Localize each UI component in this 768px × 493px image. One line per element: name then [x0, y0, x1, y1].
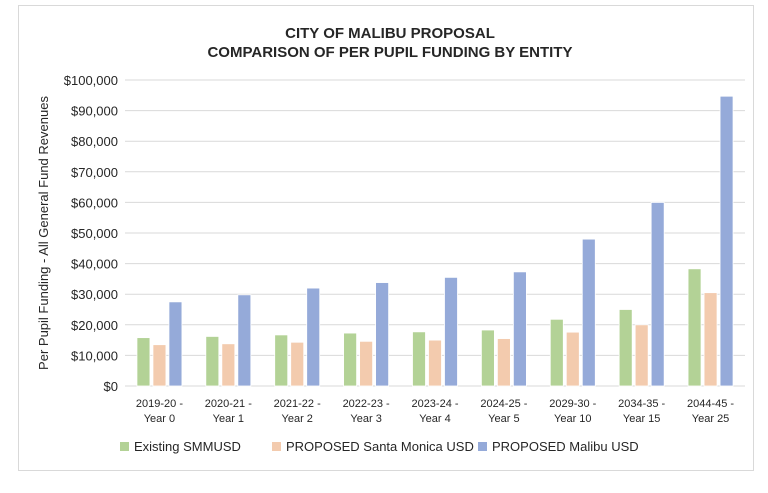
legend-swatch: [272, 442, 281, 451]
legend-label: Existing SMMUSD: [134, 439, 241, 454]
y-tick-label: $100,000: [64, 73, 118, 88]
bar: [412, 331, 426, 387]
bar: [168, 301, 183, 387]
x-tick-label: Year 10: [554, 413, 592, 425]
bar: [496, 338, 511, 387]
y-tick-label: $50,000: [71, 226, 118, 241]
bar: [634, 324, 649, 387]
bar: [306, 287, 321, 387]
x-tick-label: Year 1: [213, 413, 244, 425]
x-tick-label: Year 3: [350, 413, 381, 425]
x-tick-label: 2044-45 -: [687, 398, 734, 410]
y-tick-label: $70,000: [71, 165, 118, 180]
bar: [237, 294, 252, 387]
x-tick-label: Year 2: [282, 413, 313, 425]
bar: [221, 343, 236, 387]
y-tick-label: $90,000: [71, 104, 118, 119]
x-tick-label: Year 25: [692, 413, 730, 425]
bar: [375, 282, 390, 387]
bar: [565, 331, 580, 387]
x-tick-label: Year 5: [488, 413, 519, 425]
bar: [359, 340, 374, 387]
x-tick-label: 2019-20 -: [136, 398, 183, 410]
x-tick-label: 2023-24 -: [411, 398, 458, 410]
y-tick-label: $60,000: [71, 195, 118, 210]
x-tick-label: Year 0: [144, 413, 175, 425]
y-tick-label: $0: [104, 379, 118, 394]
chart-title-line: CITY OF MALIBU PROPOSAL: [285, 25, 495, 42]
y-tick-label: $10,000: [71, 348, 118, 363]
bar: [703, 292, 718, 387]
x-tick-label: 2034-35 -: [618, 398, 665, 410]
bar: [136, 337, 151, 387]
y-axis-label: Per Pupil Funding - All General Fund Rev…: [36, 96, 51, 370]
legend-swatch: [120, 442, 129, 451]
bar: [549, 318, 564, 387]
x-tick-label: Year 15: [623, 413, 661, 425]
bar: [719, 95, 734, 387]
bar: [687, 268, 702, 387]
bar: [444, 276, 458, 387]
y-tick-label: $80,000: [71, 134, 118, 149]
x-tick-label: 2022-23 -: [343, 398, 390, 410]
x-tick-label: 2020-21 -: [205, 398, 252, 410]
y-tick-label: $20,000: [71, 318, 118, 333]
bar: [581, 238, 596, 387]
bar: [618, 309, 633, 387]
bar: [205, 336, 220, 387]
bar: [343, 332, 358, 387]
y-tick-label: $30,000: [71, 287, 118, 302]
chart-border: [18, 5, 754, 471]
legend-label: PROPOSED Malibu USD: [492, 439, 639, 454]
x-tick-label: 2029-30 -: [549, 398, 596, 410]
bar: [480, 329, 495, 387]
bar: [428, 339, 442, 387]
bar: [512, 271, 527, 387]
x-tick-label: Year 4: [419, 413, 450, 425]
bar: [650, 201, 665, 387]
x-tick-label: 2024-25 -: [480, 398, 527, 410]
legend-label: PROPOSED Santa Monica USD: [286, 439, 474, 454]
chart-title-line: COMPARISON OF PER PUPIL FUNDING BY ENTIT…: [207, 44, 572, 61]
x-tick-label: 2021-22 -: [274, 398, 321, 410]
y-tick-label: $40,000: [71, 257, 118, 272]
bar: [152, 344, 167, 387]
bar: [290, 341, 305, 387]
legend-swatch: [478, 442, 487, 451]
bar: [274, 334, 289, 387]
